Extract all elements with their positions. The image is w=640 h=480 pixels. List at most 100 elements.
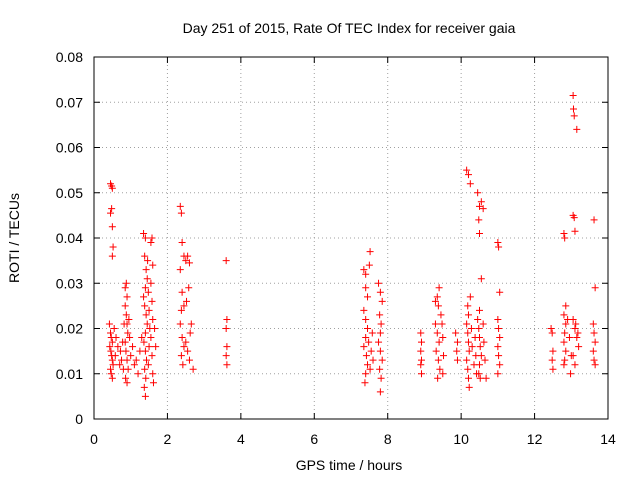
data-point (467, 325, 475, 332)
data-point (186, 329, 194, 337)
data-point (149, 379, 157, 387)
data-point (123, 293, 131, 301)
data-point (364, 293, 372, 301)
y-tick-label: 0.03 (56, 275, 83, 291)
data-point (453, 347, 461, 355)
data-point (108, 252, 116, 260)
data-point (439, 370, 447, 378)
data-point (148, 297, 156, 305)
data-point (560, 229, 568, 237)
data-point (178, 288, 186, 296)
data-point (466, 180, 474, 188)
data-point (495, 243, 503, 251)
data-point (107, 347, 115, 355)
data-point (417, 329, 425, 337)
data-point (126, 334, 134, 342)
data-point (187, 320, 195, 328)
data-point (140, 293, 148, 301)
data-point (481, 356, 489, 364)
data-point (476, 229, 483, 237)
data-point (222, 352, 230, 360)
data-point (464, 302, 472, 310)
data-point (475, 370, 483, 378)
data-point (571, 361, 579, 369)
data-point (479, 320, 487, 328)
data-point (223, 343, 231, 351)
data-point (464, 365, 472, 373)
data-point (111, 352, 119, 360)
data-point (176, 320, 184, 328)
data-point (141, 302, 149, 310)
data-point (561, 234, 569, 242)
data-point (138, 334, 146, 342)
data-point (109, 361, 117, 369)
data-point (145, 306, 153, 314)
data-point (560, 338, 568, 346)
data-point (121, 284, 129, 292)
data-point (474, 189, 482, 197)
data-point (124, 365, 132, 373)
data-point (464, 171, 472, 179)
data-point (435, 338, 443, 346)
data-point (125, 315, 133, 323)
x-tick-label: 6 (310, 431, 318, 447)
data-point (106, 343, 114, 351)
x-tick-label: 14 (600, 431, 616, 447)
data-point (142, 311, 150, 319)
data-point (122, 347, 130, 355)
data-point (177, 352, 185, 360)
data-point (440, 352, 448, 360)
grid-lines (94, 57, 608, 419)
data-point (562, 347, 570, 355)
data-point (143, 320, 151, 328)
data-point (176, 266, 184, 274)
data-point (108, 356, 116, 364)
y-tick-label: 0.02 (56, 321, 83, 337)
data-point (591, 338, 599, 346)
data-point (476, 306, 483, 314)
data-point (127, 352, 135, 360)
data-point (176, 202, 184, 210)
data-point (376, 329, 384, 337)
data-point (439, 334, 447, 342)
data-point (567, 370, 575, 378)
data-point (463, 320, 471, 328)
data-point (432, 347, 440, 355)
x-tick-label: 4 (237, 431, 245, 447)
data-point (376, 388, 384, 396)
data-point (107, 370, 115, 378)
y-tick-label: 0.06 (56, 140, 83, 156)
data-point (108, 374, 116, 382)
axis-ticks (93, 56, 609, 420)
data-point (362, 315, 370, 323)
data-point (144, 288, 152, 296)
data-point (182, 257, 190, 265)
data-point (562, 320, 570, 328)
data-point (182, 338, 190, 346)
data-point (570, 214, 578, 222)
data-point (569, 91, 577, 99)
data-point (476, 343, 484, 351)
data-point (112, 334, 120, 342)
data-point (561, 356, 569, 364)
data-point (463, 356, 471, 364)
data-point (122, 311, 130, 319)
data-point (417, 356, 425, 364)
data-point (574, 329, 582, 337)
data-point (376, 288, 384, 296)
data-point (560, 311, 568, 319)
data-point (366, 365, 374, 373)
data-point (434, 356, 442, 364)
data-point (114, 343, 122, 351)
data-point (107, 329, 115, 337)
data-point (572, 320, 580, 328)
data-point (378, 297, 386, 305)
data-point (140, 338, 148, 346)
data-point (591, 361, 599, 369)
data-point (569, 352, 577, 360)
data-point (465, 383, 473, 391)
data-point (189, 365, 197, 373)
data-point (105, 320, 113, 328)
data-point (140, 229, 148, 237)
data-point (361, 379, 369, 387)
